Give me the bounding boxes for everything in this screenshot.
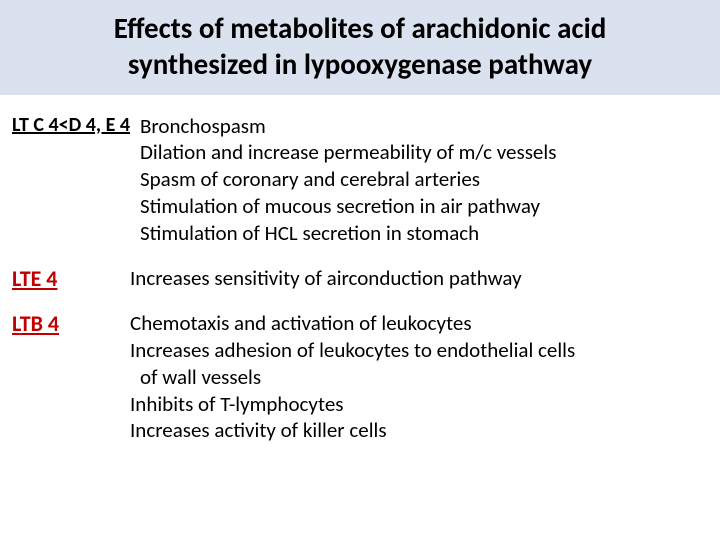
effect-line: of wall vessels [130, 364, 688, 391]
effect-line: Stimulation of HCL secretion in stomach [140, 220, 688, 247]
label-ltc4d4e4: LT C 4<D 4, E 4 [10, 113, 140, 137]
title-line-2: synthesized in lypooxygenase pathway [28, 46, 692, 82]
title-band: Effects of metabolites of arachidonic ac… [0, 0, 720, 95]
effect-line: Spasm of coronary and cerebral arteries [140, 166, 688, 193]
effect-line: Increases adhesion of leukocytes to endo… [130, 337, 688, 364]
section-ltb4: LTB 4 Chemotaxis and activation of leuko… [10, 310, 688, 444]
label-lte4: LTE 4 [10, 265, 130, 292]
effect-line: Inhibits of T-lymphocytes [130, 391, 688, 418]
effect-line: Bronchospasm [140, 113, 688, 140]
label-ltb4-rest: TB 4 [20, 310, 59, 337]
title-line-1: Effects of metabolites of arachidonic ac… [28, 10, 692, 46]
effect-line: Increases sensitivity of airconduction p… [130, 265, 688, 292]
effect-line: Dilation and increase permeability of m/… [140, 139, 688, 166]
content-area: LT C 4<D 4, E 4 Bronchospasm Dilation an… [0, 95, 720, 445]
section-ltc4d4e4: LT C 4<D 4, E 4 Bronchospasm Dilation an… [10, 113, 688, 247]
label-ltb4-first: L [12, 310, 20, 337]
effect-line: Chemotaxis and activation of leukocytes [130, 310, 688, 337]
effects-lte4: Increases sensitivity of airconduction p… [130, 265, 688, 292]
label-ltb4: LTB 4 [10, 310, 130, 337]
effect-line: Increases activity of killer cells [130, 417, 688, 444]
effects-ltc4d4e4: Bronchospasm Dilation and increase perme… [140, 113, 688, 247]
effects-ltb4: Chemotaxis and activation of leukocytes … [130, 310, 688, 444]
section-lte4: LTE 4 Increases sensitivity of airconduc… [10, 265, 688, 292]
effect-line: Stimulation of mucous secretion in air p… [140, 193, 688, 220]
